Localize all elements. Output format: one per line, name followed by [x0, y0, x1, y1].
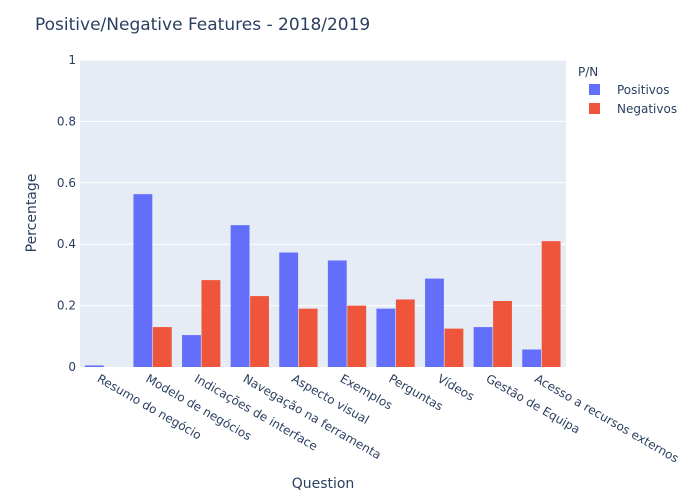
- bar-negativos: [201, 280, 221, 367]
- y-tick-label: 0: [68, 360, 76, 374]
- bar-positivos: [522, 349, 542, 367]
- bar-positivos: [425, 278, 444, 367]
- bar-positivos: [182, 335, 201, 367]
- bar-positivos: [230, 225, 250, 367]
- y-axis-ticks: 0 0.2 0.4 0.6 0.8 1: [57, 53, 76, 374]
- bar-negativos: [298, 308, 318, 367]
- bars: [84, 194, 561, 367]
- bar-negativos: [395, 299, 415, 367]
- y-tick-label: 0.8: [57, 114, 76, 128]
- y-tick-label: 0.4: [57, 237, 76, 251]
- bar-negativos: [444, 328, 464, 367]
- chart-title: Positive/Negative Features - 2018/2019: [35, 15, 370, 35]
- gridlines: [80, 59, 566, 307]
- bar-negativos: [250, 296, 269, 367]
- bar-positivos: [84, 365, 104, 367]
- y-tick-label: 1: [68, 53, 76, 67]
- bar-positivos: [473, 327, 493, 367]
- x-tick-label: Perguntas: [386, 371, 445, 413]
- legend: P/N Positivos Negativos: [578, 65, 677, 116]
- legend-swatch: [589, 84, 600, 95]
- bar-negativos: [347, 305, 367, 367]
- bar-positivos: [133, 194, 153, 367]
- plot-area: [80, 60, 566, 367]
- bar-negativos: [541, 241, 561, 367]
- bar-negativos: [152, 327, 172, 367]
- y-axis-title: Percentage: [24, 174, 40, 253]
- legend-swatch: [589, 103, 600, 114]
- legend-item-label: Positivos: [617, 83, 669, 97]
- bar-positivos: [376, 308, 396, 367]
- y-tick-label: 0.6: [57, 176, 76, 190]
- x-axis-title: Question: [292, 476, 355, 492]
- legend-item-label: Negativos: [617, 102, 677, 116]
- bar-positivos: [279, 252, 299, 367]
- bar-positivos: [327, 260, 347, 367]
- y-tick-label: 0.2: [57, 299, 76, 313]
- bar-negativos: [493, 300, 512, 367]
- legend-title: P/N: [578, 65, 598, 79]
